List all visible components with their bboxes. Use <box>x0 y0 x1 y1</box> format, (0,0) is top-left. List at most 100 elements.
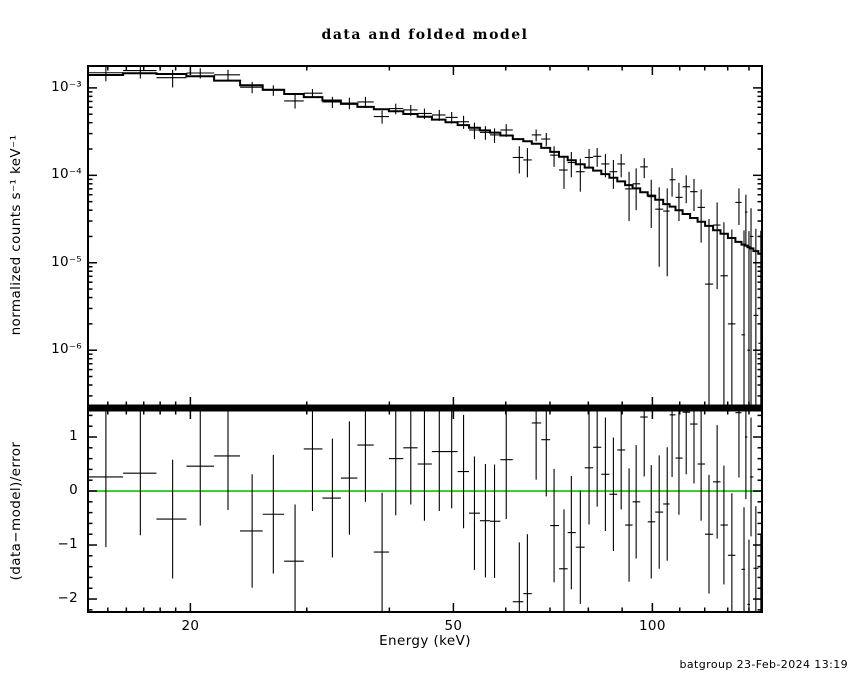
residual-point <box>214 410 241 510</box>
residual-point <box>584 411 594 525</box>
residual-point <box>697 410 706 521</box>
data-point <box>567 151 576 178</box>
data-point <box>214 69 241 81</box>
x-tick-label: 50 <box>444 618 463 634</box>
data-point <box>240 81 263 94</box>
residuals-y-axis-label: (data−model)/error <box>8 441 24 581</box>
residual-point <box>479 464 490 578</box>
spectrum-data-points <box>88 66 762 406</box>
residual-point <box>88 410 124 548</box>
residual-point <box>640 410 648 477</box>
residual-point <box>682 410 691 475</box>
data-point <box>489 128 501 143</box>
data-point <box>663 188 670 277</box>
y-tick-label: 10⁻⁵ <box>51 253 82 270</box>
data-point <box>617 154 626 178</box>
data-point <box>457 115 470 129</box>
residual-point <box>186 410 215 526</box>
residual-point <box>123 411 157 536</box>
residual-point <box>431 410 446 511</box>
data-point <box>388 103 404 115</box>
residual-point <box>753 506 759 612</box>
residual-point <box>601 417 610 531</box>
data-point <box>675 182 683 222</box>
data-point <box>735 188 742 226</box>
data-point <box>373 110 389 124</box>
x-tick-label: 20 <box>181 618 200 634</box>
panel-frames <box>87 65 763 613</box>
y-tick-label: 10⁻⁶ <box>51 341 82 358</box>
residual-point <box>340 421 358 535</box>
data-point <box>713 202 721 290</box>
data-point <box>531 129 542 142</box>
residual-point <box>655 455 664 569</box>
residuals-panel <box>87 409 763 613</box>
data-point <box>550 146 560 167</box>
data-point <box>647 179 656 228</box>
data-point <box>747 231 750 406</box>
residual-point <box>559 509 568 612</box>
residual-point <box>744 410 748 500</box>
y-tick-label: −2 <box>57 590 78 607</box>
residual-point <box>617 410 626 510</box>
residual-point <box>512 542 524 612</box>
panel-divider <box>87 404 763 412</box>
x-axis-label: Energy (keV) <box>379 633 471 649</box>
residual-point <box>303 410 323 511</box>
residual-point <box>322 438 341 558</box>
residual-point <box>663 447 670 561</box>
residual-point <box>749 417 754 537</box>
residual-point <box>262 454 285 574</box>
data-point <box>559 157 568 189</box>
data-point <box>156 69 187 88</box>
residual-point <box>741 507 745 612</box>
residual-point <box>388 410 404 516</box>
data-point <box>744 194 748 245</box>
residual-point <box>713 425 721 539</box>
x-tick-label: 100 <box>639 618 666 634</box>
residual-points <box>88 410 762 612</box>
residual-point <box>609 437 618 551</box>
residual-point <box>445 410 458 509</box>
residual-point <box>489 464 501 578</box>
residual-point <box>240 474 263 588</box>
residual-point <box>625 468 633 582</box>
data-point <box>682 175 691 204</box>
y-tick-label: 10⁻³ <box>51 79 82 96</box>
timestamp-footer: batgroup 23-Feb-2024 13:19 <box>679 658 848 671</box>
residual-point <box>705 474 714 594</box>
residual-point <box>417 410 432 521</box>
residual-point <box>156 459 187 579</box>
data-point <box>322 96 341 108</box>
residual-point <box>284 504 304 612</box>
residual-point <box>747 539 750 612</box>
residual-point <box>593 410 602 507</box>
residual-point <box>500 410 513 520</box>
y-tick-label: 10⁻⁴ <box>51 166 82 183</box>
data-point <box>690 178 698 212</box>
axis-ticks <box>88 66 762 612</box>
residual-point <box>647 465 656 579</box>
residual-point <box>567 475 576 590</box>
data-point <box>741 230 745 406</box>
y-tick-label: −1 <box>57 536 78 553</box>
residual-point <box>541 410 551 497</box>
residual-point <box>357 410 374 502</box>
residual-point <box>373 492 389 612</box>
residual-point <box>457 414 470 529</box>
data-point <box>697 189 706 243</box>
residual-point <box>675 410 683 515</box>
data-point <box>479 126 490 140</box>
spectrum-y-axis-label: normalized counts s⁻¹ keV⁻¹ <box>8 134 24 336</box>
data-point <box>625 171 633 222</box>
data-point <box>609 159 618 189</box>
residual-point <box>735 410 742 478</box>
plot-title: data and folded model <box>321 27 529 43</box>
y-tick-label: 0 <box>69 482 78 499</box>
data-point <box>284 94 304 109</box>
model-histogram <box>88 72 762 255</box>
data-point <box>593 148 602 167</box>
residual-point <box>727 493 736 612</box>
